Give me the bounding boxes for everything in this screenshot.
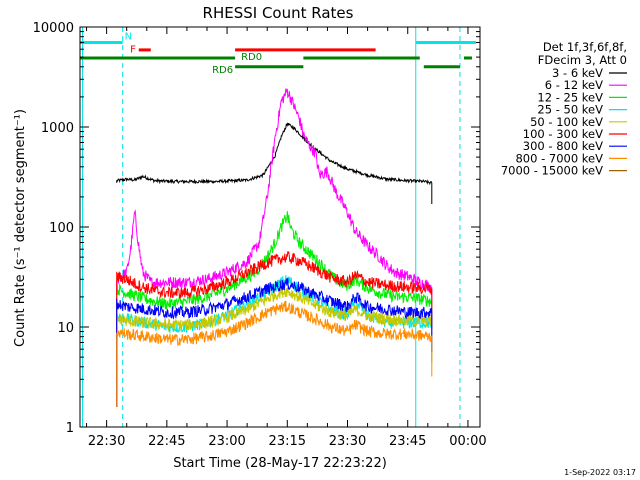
legend-entry-label: 100 - 300 keV	[523, 127, 603, 141]
y-tick-label: 10000	[33, 21, 74, 36]
legend-entry-label: 50 - 100 keV	[530, 115, 603, 129]
legend-header-2: FDecim 3, Att 0	[538, 53, 627, 67]
y-tick-label: 100	[49, 221, 74, 236]
legend-entry-label: 6 - 12 keV	[545, 78, 603, 92]
series-line-100to300keV	[116, 251, 433, 407]
series-line-300to800keV	[116, 277, 433, 407]
x-tick-label: 23:15	[269, 434, 306, 449]
status-bar-label-f: F	[130, 44, 136, 55]
x-tick-label: 23:30	[329, 434, 366, 449]
status-bar-label-rd6: RD6	[212, 65, 233, 76]
x-axis-ticks: 22:30 22:45 23:00 23:15 23:30 23:45 00:00	[86, 27, 487, 449]
attenuator-bars: NF RD0 RD6	[80, 32, 476, 76]
legend-entry-label: 3 - 6 keV	[552, 66, 603, 80]
x-tick-label: 00:00	[449, 434, 486, 449]
x-tick-label: 23:00	[208, 434, 245, 449]
y-axis-ticks: 1 10 100 1000 10000	[33, 21, 480, 436]
y-tick-label: 10	[57, 321, 74, 336]
series-group	[116, 88, 433, 407]
legend-entry-label: 300 - 800 keV	[523, 139, 603, 153]
series-line-3to6keV	[116, 122, 433, 204]
legend-entry-label: 7000 - 15000 keV	[501, 164, 603, 178]
status-bar-label-n: N	[125, 32, 132, 43]
status-bar-label-rd0: RD0	[241, 52, 262, 63]
time-markers	[82, 27, 461, 427]
series-line-6to12keV	[116, 88, 433, 407]
x-axis-label: Start Time (28-May-17 22:23:22)	[173, 456, 387, 471]
legend: Det 1f,3f,6f,8f, FDecim 3, Att 0 3 - 6 k…	[501, 40, 627, 178]
legend-header-1: Det 1f,3f,6f,8f,	[543, 40, 627, 54]
y-tick-label: 1	[66, 421, 74, 436]
series-line-800to7000keV	[116, 300, 433, 407]
y-axis-label: Count Rate (s⁻¹ detector segment⁻¹)	[13, 109, 28, 347]
x-tick-label: 22:45	[148, 434, 185, 449]
footer-timestamp: 1-Sep-2022 03:17	[564, 468, 636, 477]
legend-entry-label: 25 - 50 keV	[537, 103, 603, 117]
x-tick-label: 23:45	[389, 434, 426, 449]
y-tick-label: 1000	[41, 121, 74, 136]
legend-entry-label: 800 - 7000 keV	[515, 151, 603, 165]
legend-entry-label: 12 - 25 keV	[537, 90, 603, 104]
series-line-12to25keV	[116, 211, 433, 407]
chart-title: RHESSI Count Rates	[203, 4, 354, 22]
x-tick-label: 22:30	[88, 434, 125, 449]
